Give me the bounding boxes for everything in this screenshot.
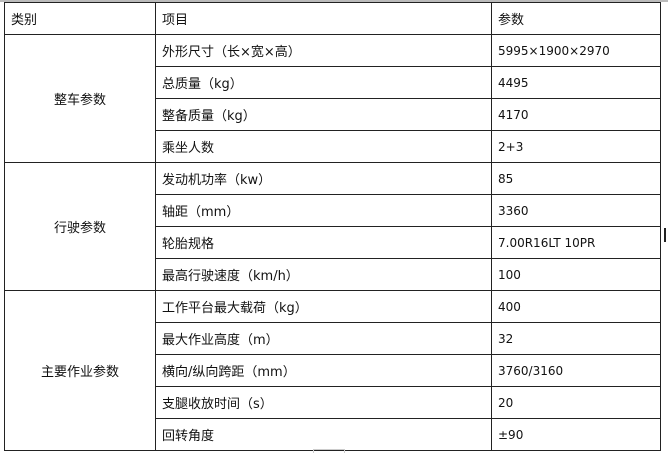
category-cell: 行驶参数 bbox=[4, 162, 156, 291]
category-cell: 主要作业参数 bbox=[4, 290, 156, 451]
item-cell: 支腿收放时间（s） bbox=[155, 386, 492, 419]
table-row: 轮胎规格 7.00R16LT 10PR bbox=[5, 226, 661, 259]
category-cell: 整车参数 bbox=[4, 34, 156, 163]
value-cell: 400 bbox=[491, 290, 661, 323]
table-row: 行驶参数 发动机功率（kw） 85 bbox=[4, 162, 661, 291]
value-cell: 32 bbox=[491, 322, 661, 355]
value-cell: 3760/3160 bbox=[491, 354, 661, 387]
value-cell: 20 bbox=[491, 386, 661, 419]
table-row: 最大作业高度（m） 32 bbox=[5, 322, 661, 355]
item-cell: 发动机功率（kw） bbox=[155, 162, 492, 195]
header-item: 项目 bbox=[155, 2, 492, 35]
item-cell: 横向/纵向跨距（mm） bbox=[155, 354, 492, 387]
value-cell: 4495 bbox=[491, 66, 661, 99]
value-cell: ±90 bbox=[491, 418, 661, 451]
top-border bbox=[0, 0, 668, 2]
table-row: 主要作业参数 工作平台最大载荷（kg） 400 bbox=[4, 290, 661, 451]
value-cell: 7.00R16LT 10PR bbox=[491, 226, 661, 259]
right-edge-marker bbox=[664, 228, 666, 242]
item-cell: 回转角度 bbox=[155, 418, 492, 451]
table-row: 整备质量（kg） 4170 bbox=[5, 98, 661, 131]
item-cell: 乘坐人数 bbox=[155, 130, 492, 163]
value-cell: 4170 bbox=[491, 98, 661, 131]
table-row: 整车参数 外形尺寸（长×宽×高） 5995×1900×2970 bbox=[4, 34, 661, 163]
header-category: 类别 bbox=[4, 2, 156, 35]
value-cell: 100 bbox=[491, 258, 661, 291]
spec-table: 类别 项目 参数 整车参数 外形尺寸（长×宽×高） 5995×1900×2970 总质… bbox=[4, 2, 661, 451]
value-cell: 5995×1900×2970 bbox=[491, 34, 661, 67]
value-cell: 2+3 bbox=[491, 130, 661, 163]
header-row: 类别 项目 参数 bbox=[4, 2, 661, 35]
item-cell: 最大作业高度（m） bbox=[155, 322, 492, 355]
item-cell: 轮胎规格 bbox=[155, 226, 492, 259]
item-cell: 最高行驶速度（km/h） bbox=[155, 258, 492, 291]
table-row: 乘坐人数 2+3 bbox=[5, 130, 661, 163]
table-row: 轴距（mm） 3360 bbox=[5, 194, 661, 227]
item-cell: 整备质量（kg） bbox=[155, 98, 492, 131]
value-cell: 3360 bbox=[491, 194, 661, 227]
header-param: 参数 bbox=[491, 2, 661, 35]
value-cell: 85 bbox=[491, 162, 661, 195]
table-row: 总质量（kg） 4495 bbox=[5, 66, 661, 99]
item-cell: 工作平台最大载荷（kg） bbox=[155, 290, 492, 323]
table-row: 横向/纵向跨距（mm） 3760/3160 bbox=[5, 354, 661, 387]
bottom-tab bbox=[313, 449, 345, 453]
item-cell: 总质量（kg） bbox=[155, 66, 492, 99]
item-cell: 轴距（mm） bbox=[155, 194, 492, 227]
table-row: 回转角度 ±90 bbox=[5, 418, 661, 451]
item-cell: 外形尺寸（长×宽×高） bbox=[155, 34, 492, 67]
